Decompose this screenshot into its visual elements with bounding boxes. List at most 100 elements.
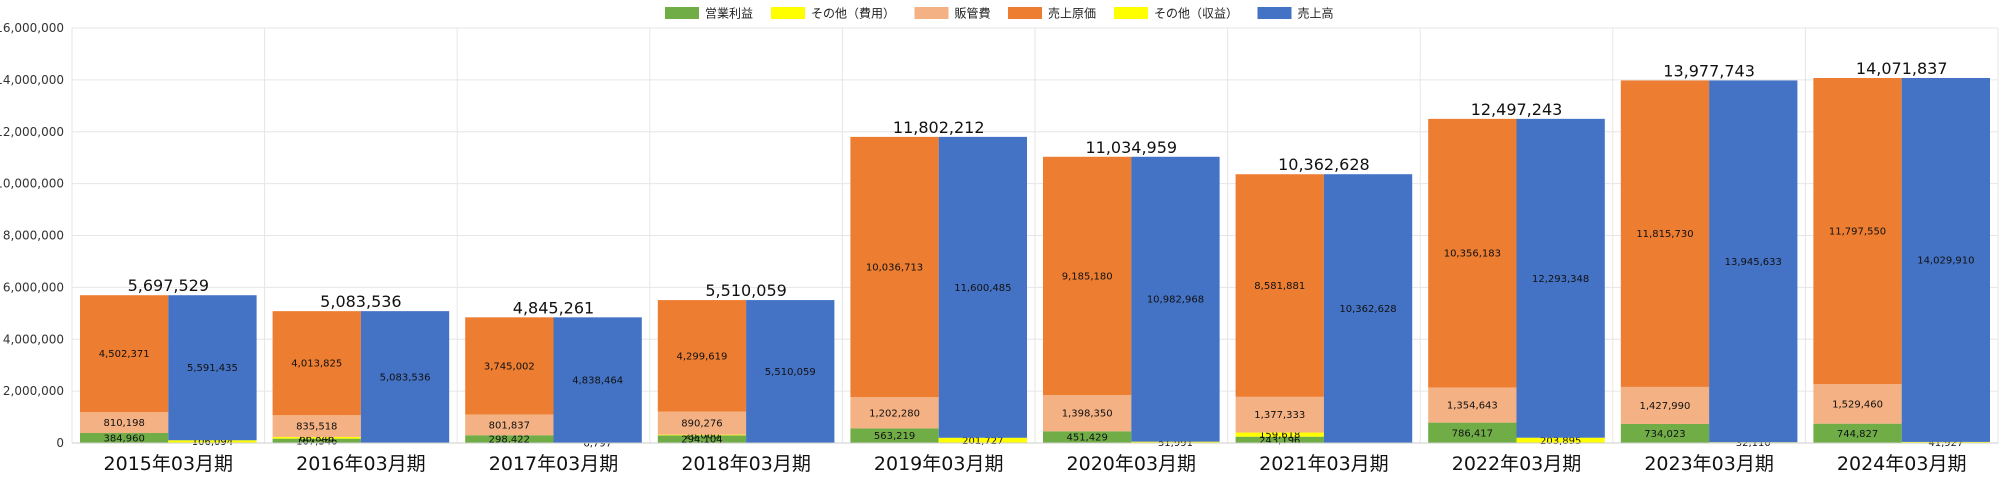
data-label: 734,023 [1644,429,1685,440]
x-tick-label: 2024年03月期 [1837,453,1967,475]
bar-segment [1428,422,1517,443]
bar-segment [1131,441,1220,443]
total-label: 4,845,261 [513,298,594,317]
data-label: 890,276 [681,419,722,430]
total-label: 13,977,743 [1663,61,1755,80]
data-label: 810,198 [103,418,144,429]
data-label: 14,029,910 [1917,255,1974,266]
y-tick-label: 16,000,000 [0,21,64,35]
bar-segment [657,300,747,412]
legend-label: 売上原価 [1048,6,1096,21]
data-label: 801,837 [489,420,530,431]
total-label: 11,034,959 [1085,138,1177,157]
bar-segment [465,414,554,436]
bar-segment [465,317,554,415]
data-label: 1,529,460 [1832,399,1883,410]
total-label: 11,802,212 [893,118,985,137]
bar-segment [938,136,1027,438]
legend-swatch [771,7,805,19]
bar-segment [1901,78,1990,442]
x-tick-label: 2017年03月期 [489,453,619,475]
bar-segment [1620,386,1710,424]
bar-segment [1620,80,1710,387]
legend-item: 売上原価 [1008,6,1096,21]
bar-segment [360,311,450,443]
bar-segment [1235,436,1324,443]
bar-segment [1813,423,1902,443]
legend-label: その他（収益） [1154,7,1238,21]
data-label: 4,502,371 [99,349,150,360]
y-tick-label: 0 [56,436,64,450]
legend-label: 営業利益 [705,7,753,21]
data-label: 10,356,183 [1444,249,1501,260]
bar-segment [168,440,257,443]
bar-segment [1901,441,1990,443]
x-tick-label: 2015年03月期 [104,453,234,475]
bars: 384,960810,1984,502,371106,0945,591,4355… [80,59,1990,475]
legend-label: その他（費用） [811,6,895,21]
data-label: 10,036,713 [866,263,923,274]
legend-swatch [914,7,949,19]
legend-item: 販管費 [914,6,991,21]
data-label: 1,354,643 [1447,401,1498,412]
bar-segment [850,428,939,443]
bar-segment [850,136,939,398]
data-label: 11,600,485 [954,283,1011,294]
legend-label: 売上高 [1298,6,1334,21]
x-tick-label: 2019年03月期 [874,453,1004,475]
data-label: 563,219 [874,431,915,442]
bar-segment [1428,387,1517,423]
x-tick-label: 2023年03月期 [1644,453,1774,475]
bar-segment [1235,174,1324,397]
bar-segment [1235,396,1324,433]
bar-segment [272,438,361,443]
bar-segment [1323,174,1413,443]
data-label: 786,417 [1452,428,1493,439]
bar-segment [657,435,747,443]
y-tick-label: 4,000,000 [3,332,64,346]
total-label: 10,362,628 [1278,155,1370,174]
x-tick-label: 2021年03月期 [1259,453,1389,475]
data-label: 201,727 [962,436,1003,447]
bar-segment [465,435,554,443]
legend-item: 売上高 [1257,6,1334,21]
bar-segment [80,433,169,443]
data-label: 384,960 [103,434,144,445]
total-label: 5,697,529 [128,276,209,295]
y-tick-label: 10,000,000 [0,177,64,191]
data-label: 203,895 [1540,436,1581,447]
bar-segment [272,436,361,439]
data-label: 1,202,280 [869,408,920,419]
legend-item: その他（費用） [771,6,895,21]
x-tick-label: 2022年03月期 [1452,453,1582,475]
data-label: 294,104 [681,435,722,446]
total-label: 14,071,837 [1856,59,1948,78]
y-tick-label: 14,000,000 [0,73,64,87]
x-tick-label: 2018年03月期 [681,453,811,475]
x-tick-label: 2016年03月期 [296,453,426,475]
y-tick-label: 2,000,000 [3,384,64,398]
data-label: 4,299,619 [676,351,727,362]
y-tick-label: 8,000,000 [3,229,64,243]
bar-segment [1428,118,1517,388]
data-label: 5,083,536 [380,373,431,384]
bar-segment [168,295,257,441]
data-label: 4,838,464 [572,376,623,387]
total-label: 5,083,536 [320,292,401,311]
bar-segment [657,411,747,435]
bar-segment [80,412,169,434]
y-tick-label: 12,000,000 [0,125,64,139]
data-label: 1,377,333 [1254,410,1305,421]
y-tick-label: 6,000,000 [3,280,64,294]
data-label: 12,293,348 [1532,274,1589,285]
data-label: 11,797,550 [1829,227,1886,238]
data-label: 298,422 [489,435,530,446]
data-label: 6,797 [583,438,612,449]
bar-segment [657,434,747,436]
data-label: 167,346 [296,436,337,447]
data-label: 5,510,059 [765,367,816,378]
data-label: 10,362,628 [1339,304,1396,315]
bar-segment [1516,437,1605,443]
legend-swatch [665,7,699,19]
data-label: 451,429 [1066,433,1107,444]
